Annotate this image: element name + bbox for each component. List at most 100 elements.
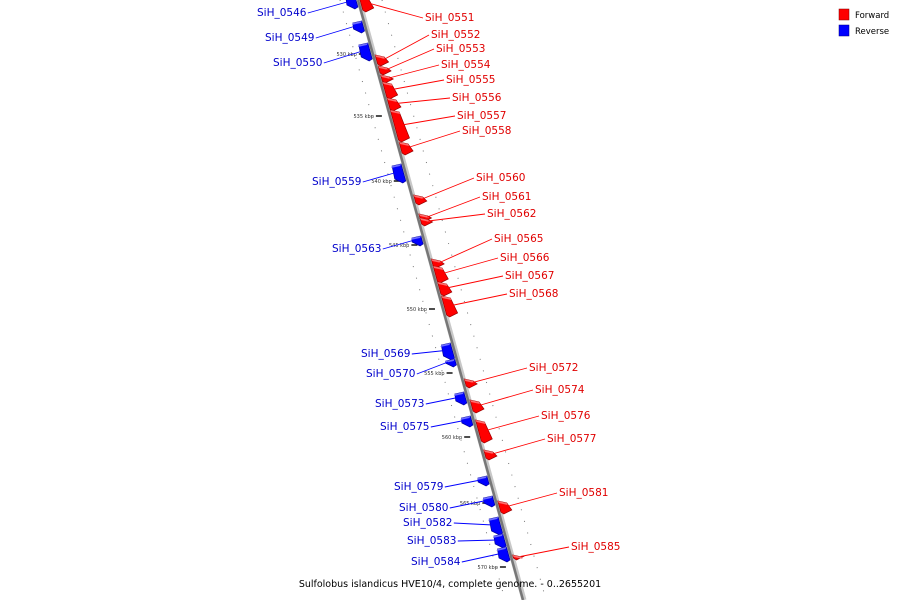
gene-body[interactable] bbox=[440, 295, 459, 318]
gene-label[interactable]: SiH_0557 bbox=[457, 110, 506, 122]
gene-sih-0567[interactable] bbox=[437, 281, 453, 297]
gene-sih-0569[interactable] bbox=[440, 342, 455, 361]
gene-leader-line bbox=[307, 1, 350, 14]
gene-body[interactable] bbox=[454, 391, 468, 406]
gene-label[interactable]: SiH_0563 bbox=[332, 243, 381, 255]
gene-sih-0555[interactable] bbox=[382, 81, 399, 100]
gene-leader-line bbox=[386, 48, 435, 70]
gene-sih-0579[interactable] bbox=[476, 475, 490, 487]
gene-body[interactable] bbox=[345, 0, 359, 10]
gene-label[interactable]: SiH_0577 bbox=[547, 433, 596, 445]
gene-leader-line bbox=[362, 172, 397, 183]
gene-sih-0580[interactable] bbox=[482, 495, 496, 508]
gene-label[interactable]: SiH_0550 bbox=[273, 57, 322, 69]
gene-sih-0566[interactable] bbox=[432, 265, 449, 284]
gene-sih-0556[interactable] bbox=[386, 97, 402, 112]
gene-sih-0557[interactable] bbox=[389, 109, 410, 143]
gene-sih-0581[interactable] bbox=[497, 500, 513, 515]
gene-label[interactable]: SiH_0574 bbox=[535, 384, 585, 396]
legend: Forward Reverse bbox=[838, 8, 889, 37]
gene-leader-line bbox=[446, 275, 504, 289]
gene-sih-0554[interactable] bbox=[380, 74, 395, 84]
gene-label[interactable]: SiH_0562 bbox=[487, 208, 536, 220]
gene-label[interactable]: SiH_0546 bbox=[257, 7, 307, 19]
gene-highlight bbox=[419, 218, 430, 222]
gene-body[interactable] bbox=[497, 500, 513, 515]
gene-leader-line bbox=[416, 361, 449, 375]
gene-sih-0577[interactable] bbox=[483, 449, 498, 461]
gene-labels: SiH_0546 SiH_0549 SiH_0550 SiH_0551 SiH_0552… bbox=[257, 1, 620, 568]
gene-sih-0584[interactable] bbox=[496, 546, 511, 563]
gene-body[interactable] bbox=[475, 419, 493, 444]
gene-label[interactable]: SiH_0555 bbox=[446, 74, 495, 86]
gene-label[interactable]: SiH_0565 bbox=[494, 233, 543, 245]
gene-body[interactable] bbox=[386, 97, 402, 112]
gene-body[interactable] bbox=[389, 109, 410, 143]
gene-sih-0551[interactable] bbox=[359, 0, 375, 13]
gene-label[interactable]: SiH_0572 bbox=[529, 362, 578, 374]
gene-highlight bbox=[418, 214, 429, 218]
gene-sih-0585[interactable] bbox=[512, 554, 525, 561]
gene-label[interactable]: SiH_0560 bbox=[476, 172, 525, 184]
gene-sih-0575[interactable] bbox=[460, 415, 474, 428]
gene-label[interactable]: SiH_0584 bbox=[411, 556, 461, 568]
gene-sih-0559[interactable] bbox=[391, 163, 407, 184]
gene-label[interactable]: SiH_0581 bbox=[559, 487, 608, 499]
gene-highlight bbox=[464, 379, 475, 383]
gene-label[interactable]: SiH_0583 bbox=[407, 535, 456, 547]
gene-label[interactable]: SiH_0552 bbox=[431, 29, 480, 41]
gene-label[interactable]: SiH_0559 bbox=[312, 176, 361, 188]
gene-body[interactable] bbox=[469, 399, 485, 414]
gene-label[interactable]: SiH_0554 bbox=[441, 59, 491, 71]
gene-label[interactable]: SiH_0549 bbox=[265, 32, 314, 44]
gene-label[interactable]: SiH_0570 bbox=[366, 368, 415, 380]
gene-label[interactable]: SiH_0568 bbox=[509, 288, 558, 300]
gene-label[interactable]: SiH_0556 bbox=[452, 92, 502, 104]
gene-sih-0573[interactable] bbox=[453, 391, 468, 406]
gene-sih-0572[interactable] bbox=[463, 378, 478, 389]
gene-sih-0582[interactable] bbox=[488, 516, 503, 536]
gene-sih-0552[interactable] bbox=[374, 54, 390, 67]
gene-highlight bbox=[483, 450, 494, 454]
gene-sih-0568[interactable] bbox=[440, 295, 459, 318]
gene-label[interactable]: SiH_0553 bbox=[436, 43, 485, 55]
gene-sih-0553[interactable] bbox=[377, 65, 392, 76]
gene-label[interactable]: SiH_0561 bbox=[482, 191, 531, 203]
gene-sih-0574[interactable] bbox=[469, 399, 485, 414]
gene-sih-0549[interactable] bbox=[351, 20, 365, 34]
gene-sih-0558[interactable] bbox=[398, 141, 414, 156]
gene-sih-0576[interactable] bbox=[475, 419, 493, 444]
gene-leader-line bbox=[323, 50, 363, 64]
gene-label[interactable]: SiH_0567 bbox=[505, 270, 554, 282]
gene-body[interactable] bbox=[437, 281, 453, 297]
gene-body[interactable] bbox=[382, 81, 399, 100]
gene-body[interactable] bbox=[359, 0, 375, 13]
gene-label[interactable]: SiH_0575 bbox=[380, 421, 429, 433]
gene-leader-line bbox=[478, 389, 534, 406]
gene-label[interactable]: SiH_0576 bbox=[541, 410, 591, 422]
legend-forward-swatch bbox=[838, 8, 850, 21]
gene-label[interactable]: SiH_0573 bbox=[375, 398, 424, 410]
gene-leader-line bbox=[461, 553, 501, 563]
gene-sih-0546[interactable] bbox=[345, 0, 359, 10]
gene-label[interactable]: SiH_0582 bbox=[403, 517, 452, 529]
gene-highlight bbox=[488, 517, 499, 521]
gene-sih-0562[interactable] bbox=[419, 217, 434, 227]
gene-label[interactable]: SiH_0580 bbox=[399, 502, 448, 514]
gene-sih-0583[interactable] bbox=[492, 533, 507, 549]
gene-sih-0560[interactable] bbox=[413, 194, 428, 206]
gene-body[interactable] bbox=[432, 265, 449, 284]
gene-label[interactable]: SiH_0579 bbox=[394, 481, 443, 493]
gene-highlight bbox=[380, 75, 391, 79]
gene-sih-0550[interactable] bbox=[357, 42, 373, 62]
gene-sih-0565[interactable] bbox=[430, 258, 445, 269]
gene-leader-line bbox=[442, 257, 499, 274]
gene-label[interactable]: SiH_0551 bbox=[425, 12, 474, 24]
gene-sih-0563[interactable] bbox=[410, 235, 424, 247]
gene-label[interactable]: SiH_0585 bbox=[571, 541, 620, 553]
gene-highlight bbox=[378, 66, 389, 70]
gene-label[interactable]: SiH_0569 bbox=[361, 348, 410, 360]
gene-body[interactable] bbox=[440, 342, 455, 361]
gene-label[interactable]: SiH_0558 bbox=[462, 125, 511, 137]
gene-label[interactable]: SiH_0566 bbox=[500, 252, 550, 264]
